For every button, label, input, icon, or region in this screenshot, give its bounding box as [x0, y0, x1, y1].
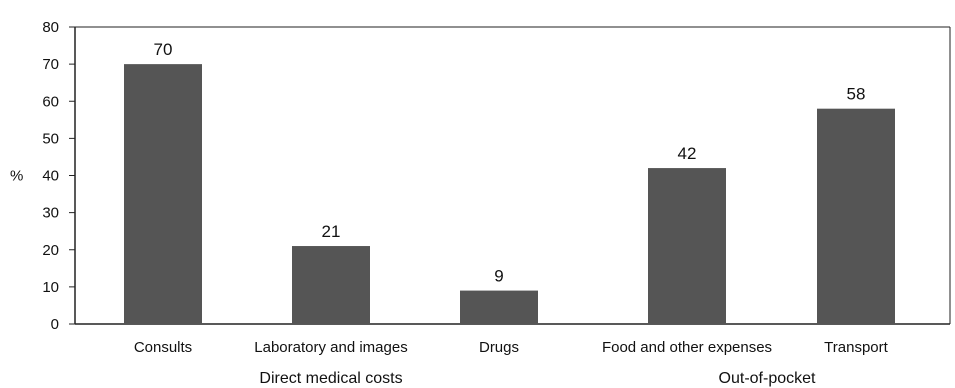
bar — [648, 168, 726, 324]
x-tick-label: Laboratory and images — [254, 339, 407, 356]
y-axis-label: % — [10, 168, 23, 185]
y-tick-label: 30 — [42, 205, 59, 222]
y-tick-label: 40 — [42, 168, 59, 185]
x-tick-label: Food and other expenses — [602, 339, 772, 356]
y-axis-ticks: 0 10 20 30 40 50 60 70 80 — [42, 19, 75, 333]
data-label: 9 — [494, 267, 503, 286]
data-label: 42 — [678, 144, 697, 163]
data-label: 70 — [154, 40, 173, 59]
y-tick-label: 0 — [51, 316, 59, 333]
y-tick-label: 70 — [42, 56, 59, 73]
data-label: 58 — [847, 85, 866, 104]
y-tick-label: 60 — [42, 93, 59, 110]
y-tick-label: 50 — [42, 130, 59, 147]
y-tick-label: 80 — [42, 19, 59, 36]
group-label-direct-medical-costs: Direct medical costs — [259, 370, 402, 387]
data-label: 21 — [322, 222, 341, 241]
bar — [460, 290, 538, 324]
x-tick-label: Consults — [134, 339, 192, 356]
bar — [817, 108, 895, 324]
group-label-out-of-pocket: Out-of-pocket — [719, 370, 816, 387]
y-tick-label: 10 — [42, 279, 59, 296]
bar — [292, 246, 370, 324]
bars — [124, 64, 895, 324]
x-tick-label: Drugs — [479, 339, 519, 356]
category-labels: 70 Consults 21 Laboratory and images 9 Drugs 4… — [134, 40, 889, 356]
bar — [124, 64, 202, 324]
y-tick-label: 20 — [42, 242, 59, 259]
x-tick-label: Transport — [824, 339, 888, 356]
